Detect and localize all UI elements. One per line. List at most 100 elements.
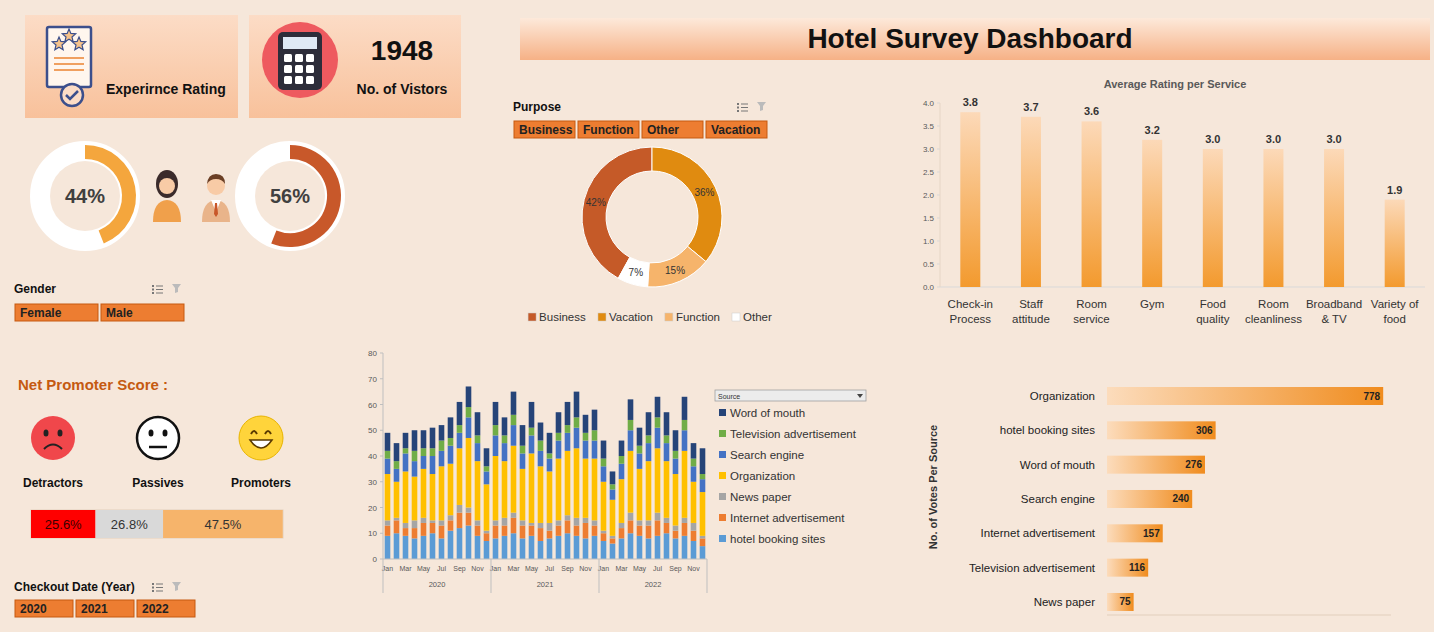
bar-segment [448,531,454,559]
mouth [44,445,62,450]
legend-dropdown[interactable] [715,390,866,401]
bar-segment [394,520,400,533]
bar-segment [403,433,409,448]
bar-segment [538,528,544,541]
tick-label: May [633,565,647,573]
tick-label-line: Room [1076,298,1107,310]
slicer-button[interactable] [101,304,184,321]
tick-label: 0 [373,555,378,564]
icon-face [159,178,175,194]
plot-frame [31,510,283,538]
bar-segment [628,451,634,513]
slicer-item[interactable]: Function [583,123,634,137]
tick-label: 40 [368,452,377,461]
bar-segment [484,466,490,471]
slicer-item[interactable]: Female [20,306,62,320]
tick-label: Organization [1030,390,1095,402]
bar-segment [646,526,652,539]
bar-segment [619,538,625,559]
bar-segment [412,451,418,461]
bar-segment [646,443,652,461]
bar-segment [610,538,616,543]
slicer-button[interactable] [514,121,575,138]
data-label: 44% [65,185,105,207]
legend-title[interactable]: Source [718,393,740,400]
tick-label: Staffattitude [1012,298,1050,325]
icon-key [295,65,303,73]
slicer-item[interactable]: 2022 [142,602,169,616]
slicer-item[interactable]: 2020 [20,602,47,616]
bar-segment [520,453,526,468]
bar-segment [619,464,625,479]
tick-label: 20 [368,504,377,513]
icon-line [54,57,84,59]
bar-segment [421,456,427,469]
bar-segment [700,474,706,479]
kpi-label: No. of Vistors [357,81,448,97]
slicer-item[interactable]: Business [519,123,573,137]
tick-label: Nov [579,565,592,572]
bar-segment [511,415,517,425]
bar-segment [394,461,400,469]
bar-segment [475,412,481,435]
bar-segment [664,518,670,523]
icon [47,27,91,106]
slicer-button[interactable] [15,304,98,321]
icon-line [156,293,163,294]
tick-label-line: attitude [1012,313,1050,325]
tick-label: News paper [1034,596,1096,608]
eye [163,430,168,437]
tick-label: Broadband& TV [1306,298,1362,325]
bar-segment [493,402,499,425]
bar-segment [403,536,409,559]
bar-segment [475,443,481,461]
bar [1107,559,1148,577]
bar-segment [655,448,661,512]
tick-label: Jan [598,565,609,572]
kpi-value: 1948 [371,35,433,66]
kpi-card [249,15,461,118]
slicer-button[interactable] [15,600,73,617]
bar-segment [529,526,535,536]
bar-segment [547,459,553,472]
bar-segment [655,397,661,418]
slicer-item[interactable]: Vacation [711,123,760,137]
icon-calculator [278,32,322,90]
bar-segment [403,471,409,523]
slicer-button[interactable] [706,121,767,138]
slicer-item[interactable]: Other [647,123,679,137]
bar-segment [556,536,562,559]
tick-label: Roomcleanliness [1245,298,1302,325]
tick-label: 70 [368,375,377,384]
legend-swatch [665,313,673,321]
data-label: 306 [1196,425,1213,436]
bar-segment [610,500,616,536]
slicer-item[interactable]: 2021 [81,602,108,616]
slicer-button[interactable] [578,121,639,138]
bar-segment [583,518,589,523]
bar-segment [637,520,643,525]
axis-line [383,353,384,559]
category-label: Detractors [23,476,83,490]
bars [1107,387,1383,611]
icon-circle [262,22,338,98]
bar-segment [619,456,625,464]
slicer-item[interactable]: Male [106,306,133,320]
slicer-button[interactable] [76,600,134,617]
tick-label-line: cleanliness [1245,313,1302,325]
bar-segment [637,536,643,559]
slicer-button[interactable] [642,121,703,138]
bar-segment [412,477,418,521]
slicer-button[interactable] [137,600,195,617]
bar-segment [700,479,706,492]
data-label: 3.6 [1084,105,1099,117]
axis-line [940,103,941,287]
axis-line [1107,615,1391,616]
icon-face-neutral [137,417,179,459]
bar-segment [673,538,679,559]
bar-segment [484,484,490,530]
tick-label: Mar [615,565,628,572]
bar-segment [439,538,445,559]
bar-segment [484,531,490,534]
bar-segment [700,536,706,539]
